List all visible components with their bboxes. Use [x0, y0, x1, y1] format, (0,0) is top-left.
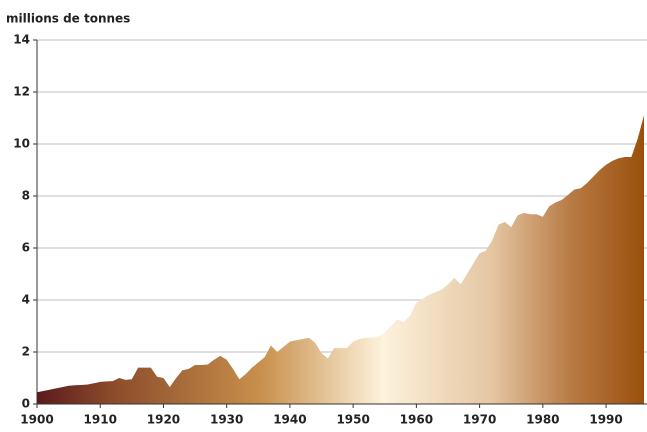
y-tick-label: 10 — [13, 137, 30, 151]
y-tick-label: 14 — [13, 33, 30, 47]
x-tick-label: 1930 — [210, 413, 243, 427]
x-tick-label: 1980 — [526, 413, 559, 427]
y-tick-label: 6 — [22, 241, 30, 255]
y-tick-label: 0 — [22, 397, 30, 411]
x-tick-label: 1970 — [463, 413, 496, 427]
x-tick-label: 1910 — [84, 413, 117, 427]
x-tick-label: 1940 — [273, 413, 306, 427]
y-tick-label: 2 — [22, 345, 30, 359]
area — [37, 115, 644, 405]
x-tick-label: 1960 — [400, 413, 433, 427]
y-tick-label: 8 — [22, 189, 30, 203]
y-axis-label: millions de tonnes — [6, 12, 130, 26]
y-tick-label: 4 — [22, 293, 30, 307]
x-tick-label: 1990 — [589, 413, 622, 427]
y-tick-label: 12 — [13, 85, 30, 99]
x-tick-label: 1920 — [147, 413, 180, 427]
x-tick-label: 1900 — [20, 413, 53, 427]
x-tick-label: 1950 — [336, 413, 369, 427]
